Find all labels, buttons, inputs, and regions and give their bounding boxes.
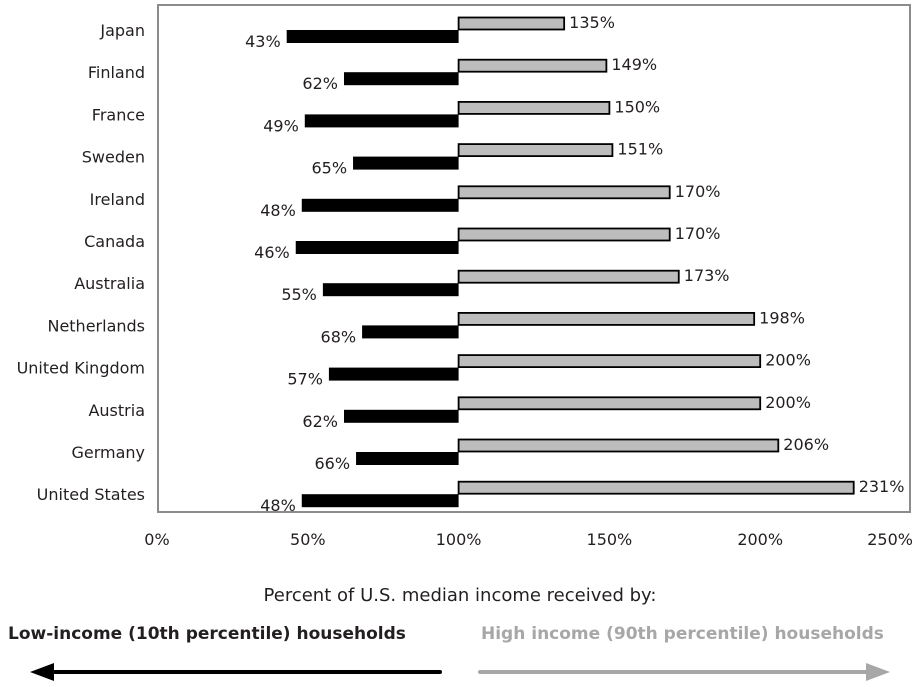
country-label: Netherlands [47,316,145,335]
low-income-bar [304,114,459,128]
country-label: United States [37,485,145,504]
country-label: Austria [88,401,145,420]
high-value-label: 170% [675,182,721,201]
high-income-bar [457,143,614,158]
low-value-label: 62% [302,74,338,93]
low-income-bar [356,452,459,465]
high-income-bar [457,354,762,369]
high-value-label: 200% [765,393,811,412]
country-label: Australia [74,274,145,293]
high-income-bar [457,185,671,200]
low-income-bar [295,241,459,254]
low-income-bar [328,367,459,381]
low-value-label: 65% [311,159,347,178]
high-income-bar [457,227,671,242]
high-value-label: 198% [759,308,805,327]
low-value-label: 43% [245,32,281,51]
high-value-label: 173% [684,266,730,285]
low-value-label: 48% [260,496,296,515]
x-tick-label: 0% [144,530,169,549]
high-income-bar [457,101,611,115]
high-income-bar [457,58,608,73]
country-label: Japan [99,21,145,40]
x-axis-caption: Percent of U.S. median income received b… [263,585,657,606]
low-income-bar [301,198,459,212]
country-label: Finland [88,63,145,82]
x-tick-label: 100% [436,530,482,549]
country-label: United Kingdom [17,359,145,378]
high-income-bar [457,16,566,31]
low-value-label: 55% [281,285,317,304]
x-tick-label: 250% [867,530,913,549]
low-income-bar [322,283,459,297]
high-income-bar [457,480,855,495]
high-income-bar [457,396,762,411]
high-value-label: 231% [859,477,905,496]
high-value-label: 206% [783,435,829,454]
high-value-label: 170% [675,224,721,243]
low-value-label: 48% [260,201,296,220]
high-value-label: 149% [611,55,657,74]
x-tick-label: 200% [737,530,783,549]
x-tick-label: 150% [587,530,633,549]
high-value-label: 200% [765,351,811,370]
low-income-bar [301,494,459,508]
low-income-bar [286,30,459,43]
country-label: Sweden [82,148,145,167]
high-income-bar [457,269,680,284]
country-label: France [92,105,145,124]
low-income-bar [362,325,459,339]
low-income-bar [343,72,459,86]
country-label: Ireland [90,190,145,209]
low-income-bar [353,156,459,170]
high-value-label: 150% [614,97,660,116]
plot-frame [157,4,911,513]
high-value-label: 135% [569,13,615,32]
legend-high-income: High income (90th percentile) households [481,624,884,644]
country-label: Germany [71,443,145,462]
low-income-bar [343,409,459,423]
right-arrow-icon [478,663,890,681]
country-label: Canada [84,232,145,251]
low-value-label: 57% [287,370,323,389]
x-tick-label: 50% [290,530,326,549]
low-value-label: 62% [302,412,338,431]
low-value-label: 49% [263,116,299,135]
low-value-label: 46% [254,243,290,262]
high-income-bar [457,438,780,453]
legend-low-income: Low-income (10th percentile) households [8,624,406,644]
high-income-bar [457,311,756,326]
high-value-label: 151% [617,140,663,159]
low-value-label: 68% [321,327,357,346]
left-arrow-icon [30,663,442,681]
low-value-label: 66% [314,454,350,473]
